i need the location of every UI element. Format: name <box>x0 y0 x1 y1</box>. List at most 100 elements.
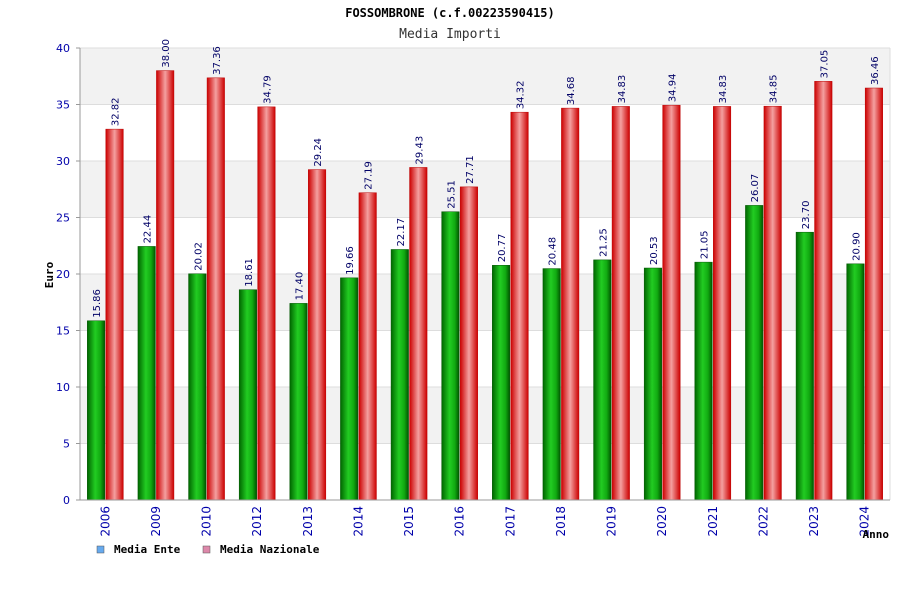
legend-label: Media Ente <box>114 543 181 556</box>
bar-value-label: 20.48 <box>548 237 559 266</box>
x-tick-label: 2022 <box>756 506 770 537</box>
bar-value-label: 34.79 <box>262 75 273 104</box>
legend-swatch <box>202 545 211 554</box>
value-labels-layer: 15.86 32.82 22.44 38.00 20.02 37.36 18.61 34.79… <box>92 39 881 318</box>
bar-media-nazionale <box>156 70 175 501</box>
x-tick-label: 2009 <box>149 506 163 537</box>
bar-media-ente <box>593 259 612 501</box>
y-tick-label: 25 <box>56 212 70 225</box>
bar-media-ente <box>542 268 561 501</box>
bar-media-ente <box>137 246 156 501</box>
bar-value-label: 34.32 <box>516 81 527 110</box>
bar-media-nazionale <box>409 167 428 501</box>
bar-value-label: 20.77 <box>497 234 508 263</box>
bar-media-nazionale <box>662 104 681 501</box>
bar-media-nazionale <box>358 192 377 501</box>
bar-value-label: 21.05 <box>700 230 711 259</box>
y-tick-label: 20 <box>56 268 70 281</box>
bar-value-label: 38.00 <box>161 39 172 68</box>
x-tick-label: 2019 <box>605 506 619 537</box>
bar-media-ente <box>694 261 713 501</box>
bar-value-label: 17.40 <box>295 272 306 301</box>
bar-media-nazionale <box>308 169 327 501</box>
bar-media-nazionale <box>814 81 833 501</box>
x-axis-ticks: 2006 2009 2010 2012 2013 2014 2015 2016 2017 2018… <box>98 506 871 537</box>
y-tick-label: 10 <box>56 381 70 394</box>
bar-media-nazionale <box>510 111 529 501</box>
bar-value-label: 29.43 <box>414 136 425 165</box>
legend: Media Ente Media Nazionale <box>96 543 320 556</box>
bars-layer <box>87 70 883 501</box>
x-tick-label: 2014 <box>351 506 365 537</box>
bar-value-label: 37.36 <box>212 46 223 75</box>
bar-value-label: 25.51 <box>446 180 457 209</box>
x-tick-label: 2020 <box>655 506 669 537</box>
x-tick-label: 2021 <box>706 506 720 537</box>
bar-value-label: 32.82 <box>111 97 122 126</box>
bar-media-ente <box>188 273 207 501</box>
x-tick-label: 2023 <box>807 506 821 537</box>
bar-value-label: 34.94 <box>667 74 678 103</box>
y-tick-label: 35 <box>56 99 70 112</box>
bar-media-nazionale <box>561 107 580 501</box>
bar-media-ente <box>340 277 359 501</box>
bar-value-label: 27.19 <box>364 161 375 190</box>
x-tick-label: 2018 <box>554 506 568 537</box>
y-tick-label: 15 <box>56 325 70 338</box>
bar-value-label: 22.44 <box>143 215 154 244</box>
bar-value-label: 37.05 <box>819 50 830 79</box>
legend-swatch <box>96 545 105 554</box>
bar-value-label: 34.83 <box>718 75 729 104</box>
bar-media-ente <box>643 267 662 501</box>
y-tick-label: 40 <box>56 42 70 55</box>
x-tick-label: 2012 <box>250 506 264 537</box>
x-tick-label: 2013 <box>301 506 315 537</box>
bar-media-ente <box>87 320 106 501</box>
y-tick-label: 0 <box>63 494 70 507</box>
bar-media-ente <box>795 231 814 501</box>
bar-value-label: 26.07 <box>750 174 761 203</box>
y-tick-label: 5 <box>63 438 70 451</box>
bar-media-nazionale <box>713 106 732 501</box>
bar-media-ente <box>492 265 511 501</box>
bar-value-label: 18.61 <box>244 258 255 287</box>
bar-value-label: 27.71 <box>465 155 476 184</box>
bar-value-label: 22.17 <box>396 218 407 247</box>
x-tick-label: 2016 <box>453 506 467 537</box>
bar-value-label: 19.66 <box>345 246 356 275</box>
bar-value-label: 20.53 <box>649 236 660 265</box>
x-tick-label: 2024 <box>858 506 872 537</box>
legend-label: Media Nazionale <box>220 543 320 556</box>
bar-value-label: 20.02 <box>193 242 204 271</box>
bar-media-nazionale <box>763 105 782 501</box>
x-axis-label: Anno <box>863 528 890 541</box>
bar-media-nazionale <box>459 186 478 501</box>
bar-media-ente <box>846 263 865 501</box>
bar-value-label: 21.25 <box>598 228 609 257</box>
x-tick-label: 2006 <box>98 506 112 537</box>
bar-media-nazionale <box>206 77 225 501</box>
bar-value-label: 20.90 <box>851 232 862 261</box>
y-axis-ticks: 0 5 10 15 20 25 30 35 40 <box>56 42 80 507</box>
x-tick-label: 2015 <box>402 506 416 537</box>
x-tick-label: 2010 <box>200 506 214 537</box>
bar-media-ente <box>390 249 409 501</box>
chart-title: FOSSOMBRONE (c.f.00223590415) <box>345 6 555 20</box>
y-tick-label: 30 <box>56 155 70 168</box>
bar-value-label: 36.46 <box>870 56 881 85</box>
bar-media-nazionale <box>105 128 124 501</box>
bar-media-nazionale <box>257 106 276 501</box>
bar-value-label: 23.70 <box>801 201 812 230</box>
bar-media-nazionale <box>864 87 883 501</box>
chart-subtitle: Media Importi <box>399 27 501 42</box>
bar-media-ente <box>238 289 257 501</box>
bar-value-label: 34.83 <box>617 75 628 104</box>
bar-media-ente <box>745 205 764 501</box>
x-tick-label: 2017 <box>503 506 517 537</box>
y-axis-label: Euro <box>43 261 56 288</box>
bar-value-label: 29.24 <box>313 138 324 167</box>
bar-value-label: 34.68 <box>566 76 577 105</box>
bar-value-label: 34.85 <box>769 75 780 104</box>
bar-value-label: 15.86 <box>92 289 103 318</box>
